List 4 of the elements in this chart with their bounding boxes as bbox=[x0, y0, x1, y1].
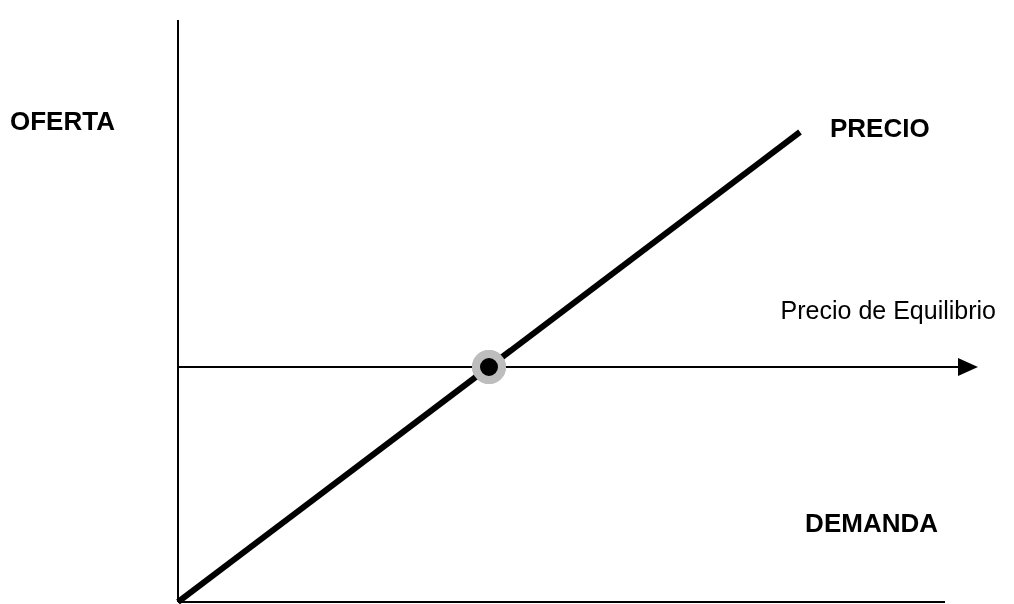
series-label: PRECIO bbox=[830, 113, 930, 143]
ref-line-label: Precio de Equilibrio bbox=[780, 296, 996, 324]
y-axis-title: OFERTA bbox=[10, 106, 116, 136]
x-axis-title: DEMANDA bbox=[805, 508, 939, 538]
